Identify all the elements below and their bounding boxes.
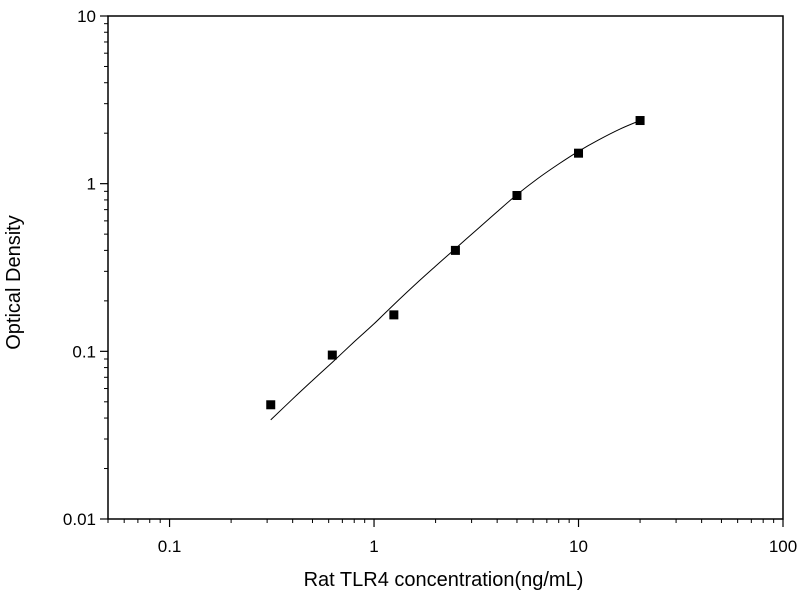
x-tick-label: 0.1 — [158, 537, 182, 556]
y-tick-label: 1 — [87, 175, 96, 194]
data-point — [635, 116, 645, 126]
y-tick-label: 0.01 — [63, 510, 96, 529]
data-point — [327, 350, 337, 360]
plot-area — [107, 15, 784, 520]
tick-labels: 0.01 0.1 1 10 0.1 1 10 100 — [63, 7, 797, 556]
x-tick-label: 1 — [369, 537, 378, 556]
x-axis-title: Rat TLR4 concentration(ng/mL) — [304, 569, 584, 591]
data-point — [389, 310, 399, 320]
fit-curve — [270, 120, 641, 421]
y-axis — [100, 15, 108, 520]
data-points — [266, 116, 645, 410]
data-point — [450, 245, 460, 255]
data-point — [266, 400, 276, 410]
data-point — [574, 148, 584, 158]
y-axis-title: Optical Density — [3, 215, 25, 350]
data-point — [512, 191, 522, 201]
x-tick-label: 100 — [769, 537, 797, 556]
x-axis — [107, 519, 784, 527]
y-tick-label: 10 — [77, 7, 96, 26]
x-tick-label: 10 — [569, 537, 588, 556]
y-tick-label: 0.1 — [72, 342, 96, 361]
